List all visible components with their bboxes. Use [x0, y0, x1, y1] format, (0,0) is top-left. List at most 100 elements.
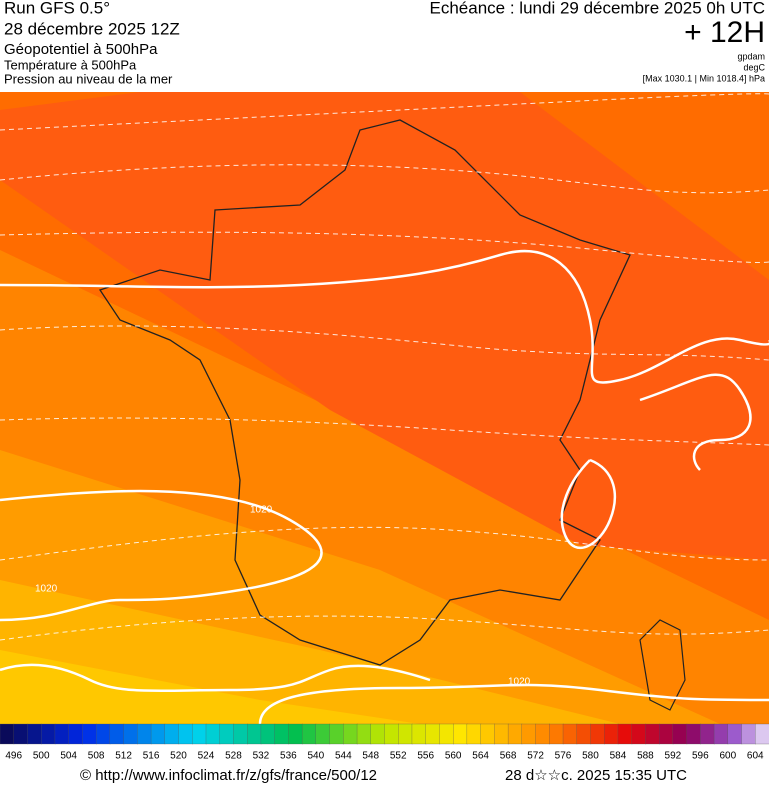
legend-label: 588 — [637, 751, 654, 762]
legend-swatch — [590, 723, 605, 745]
minmax: [Max 1030.1 | Min 1018.4] hPa — [643, 73, 765, 83]
legend-swatch — [672, 723, 688, 745]
legend-swatch — [343, 723, 358, 745]
temp-line — [0, 417, 769, 446]
legend-swatch — [700, 723, 715, 745]
legend-swatch — [54, 723, 70, 745]
legend-swatch — [192, 723, 207, 745]
legend-label: 500 — [33, 751, 50, 762]
legend-swatch — [95, 723, 111, 745]
temp-line — [0, 526, 769, 561]
legend-swatch — [356, 723, 372, 745]
isobar-label: 1020 — [508, 677, 531, 688]
isobar — [560, 458, 617, 549]
temp-line — [0, 93, 769, 131]
legend-swatch — [233, 723, 248, 745]
legend-swatch — [82, 723, 97, 745]
corsica — [639, 619, 686, 711]
legend-swatch — [645, 723, 660, 745]
color-legend: 496 500 504 508 512 516 520 524 528 532 536 540 544 5… — [0, 723, 769, 762]
echeance: Echéance : lundi 29 décembre 2025 0h UTC — [430, 0, 765, 17]
legend-swatch — [150, 723, 166, 745]
legend-swatch — [480, 723, 496, 745]
legend-swatch — [604, 723, 619, 745]
legend-label: 532 — [253, 751, 270, 762]
legend-swatch — [384, 723, 399, 745]
step: + 12H — [684, 16, 765, 49]
temp-line — [0, 231, 769, 263]
legend-swatch — [178, 723, 193, 745]
legend-swatch — [755, 723, 769, 745]
legend-label: 600 — [719, 751, 736, 762]
france-outline — [98, 119, 631, 666]
legend-swatch — [453, 723, 468, 745]
isobar — [639, 373, 752, 471]
legend-swatch — [425, 723, 441, 745]
legend-swatch — [411, 723, 427, 745]
isobars — [0, 249, 769, 725]
legend-swatch — [576, 723, 592, 745]
legend-swatch — [247, 723, 262, 745]
footer-time: 28 d☆☆c. 2025 15:35 UTC — [505, 767, 687, 784]
legend-swatch — [686, 723, 701, 745]
legend-label: 508 — [88, 751, 105, 762]
legend-swatch — [658, 723, 674, 745]
legend-label: 536 — [280, 751, 297, 762]
field: Température à 500hPa — [4, 57, 137, 72]
legend-swatch — [219, 723, 235, 745]
legend-label: 568 — [500, 751, 517, 762]
legend-swatch — [41, 723, 56, 745]
legend-label: 604 — [747, 751, 764, 762]
field: Pression au niveau de la mer — [4, 71, 173, 86]
header: Run GFS 0.5° 28 décembre 2025 12Z Géopot… — [4, 0, 766, 86]
legend-swatch — [109, 723, 125, 745]
temp-line — [0, 325, 769, 361]
footer-url: © http://www.infoclimat.fr/z/gfs/france/… — [80, 767, 377, 784]
field: Géopotentiel à 500hPa — [4, 41, 158, 58]
legend-swatch — [549, 723, 564, 745]
isobar — [0, 489, 323, 622]
temp-line — [0, 164, 769, 194]
legend-swatch — [315, 723, 331, 745]
legend-swatch — [123, 723, 138, 745]
legend-label: 592 — [665, 751, 682, 762]
legend-label: 544 — [335, 751, 352, 762]
unit: gpdam — [737, 51, 765, 61]
legend-swatch — [741, 723, 756, 745]
legend-swatch — [631, 723, 647, 745]
legend-label: 556 — [417, 751, 434, 762]
legend-swatch — [727, 723, 743, 745]
legend-label: 528 — [225, 751, 242, 762]
run-date: 28 décembre 2025 12Z — [4, 19, 180, 38]
legend-label: 540 — [307, 751, 324, 762]
legend-label: 560 — [445, 751, 462, 762]
legend-swatch — [507, 723, 523, 745]
legend-swatch — [288, 723, 303, 745]
legend-swatch — [260, 723, 276, 745]
band — [0, 650, 420, 724]
legend-swatch — [370, 723, 386, 745]
legend-swatch — [466, 723, 482, 745]
legend-swatch — [301, 723, 317, 745]
legend-swatch — [535, 723, 550, 745]
isobar — [0, 249, 769, 384]
legend-swatch — [494, 723, 509, 745]
band — [0, 92, 769, 560]
temperature-lines — [0, 93, 769, 641]
legend-label: 580 — [582, 751, 599, 762]
legend-swatch — [617, 723, 633, 745]
isobar — [258, 683, 769, 725]
temp-line — [0, 615, 769, 641]
legend-label: 584 — [610, 751, 627, 762]
legend-label: 564 — [472, 751, 489, 762]
isobar-label: 1020 — [35, 584, 58, 595]
legend-swatch — [13, 723, 29, 745]
legend-swatch — [137, 723, 152, 745]
legend-swatch — [274, 723, 290, 745]
legend-label: 520 — [170, 751, 187, 762]
legend-label: 496 — [5, 751, 22, 762]
isobar-label: 1020 — [250, 505, 273, 516]
legend-swatch — [329, 723, 344, 745]
legend-label: 524 — [198, 751, 215, 762]
